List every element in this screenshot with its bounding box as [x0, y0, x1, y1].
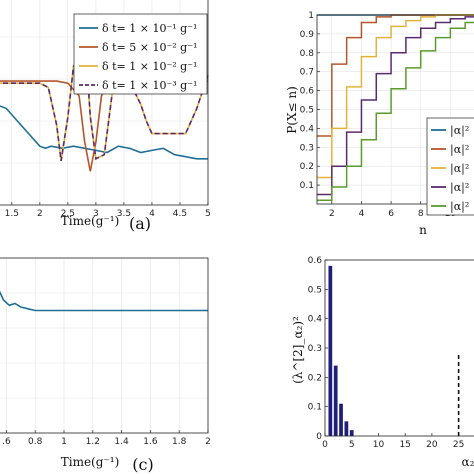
legend-entry: |α|² [450, 162, 469, 176]
y-tick-label: 0.5 [308, 285, 322, 295]
x-tick-label: 2 [37, 209, 43, 219]
x-tick-label: 0 [322, 440, 328, 450]
x-tick-label: 4.5 [173, 209, 187, 219]
series-line-4 [0, 51, 209, 162]
y-tick-label: 0.1 [308, 403, 322, 413]
plot-frame [316, 14, 474, 205]
x-tick-label: .6 [2, 437, 11, 447]
x-axis-label: n [419, 223, 427, 237]
series-line-2 [0, 80, 209, 172]
y-tick-label: 0 [316, 432, 322, 442]
step-series-5 [317, 21, 474, 201]
x-tick-label: 3.5 [117, 209, 131, 219]
panel-label: (a) [129, 214, 151, 233]
y-tick-label: 0.9 [300, 30, 315, 40]
y-tick-label: 0.3 [300, 143, 314, 153]
legend-entry: |α|² [450, 143, 469, 157]
bar [349, 430, 354, 436]
x-tick-label: 1.5 [5, 209, 19, 219]
bar [339, 403, 343, 436]
series-line-1 [0, 105, 208, 160]
x-tick-label: 6 [388, 209, 394, 219]
y-axis-label: (λ^[2]_α₂)² [291, 316, 305, 384]
x-tick-label: 1.6 [143, 437, 158, 447]
legend-entry: |α|² [450, 124, 469, 138]
y-tick-label: 0.4 [308, 315, 323, 325]
legend: δ t= 1 × 10⁻¹ g⁻¹ δ t= 5 × 10⁻² g⁻¹ δ t= 1… [73, 13, 208, 95]
y-axis-label: P(X≤ n) [285, 86, 299, 134]
x-tick-label: 2 [205, 437, 211, 447]
legend-entry: |α|² [450, 181, 469, 195]
plot-frame [0, 257, 209, 434]
y-tick-label: 0.7 [300, 68, 314, 78]
x-tick-label: 5 [205, 209, 211, 219]
bar [333, 365, 338, 436]
x-axis-label: Time(g⁻¹) [61, 214, 120, 228]
plot-frame [0, 0, 209, 206]
y-tick-label: 0.4 [300, 124, 315, 134]
x-tick-label: 20 [426, 440, 438, 450]
panel-a: 1.5 2 2.5 3 3.5 4 4.5 5 δ t= 1 × 10⁻¹ g⁻¹ δ t= 5 … [0, 0, 211, 233]
panel-label: (c) [132, 455, 153, 474]
panel-d: 0 5 10 15 20 25 0 0.1 0.2 0.3 0.4 0.5 0.6 (λ^[2]_α₂)²… [291, 256, 474, 469]
x-tick-label: 10 [373, 440, 385, 450]
x-tick-label: 4 [359, 209, 365, 219]
panel-c: .6 0.8 1 1.2 1.4 1.6 1.8 2 Time(g⁻¹) (c) [0, 257, 211, 474]
x-tick-label: 1.2 [86, 437, 100, 447]
step-series-4 [317, 16, 474, 196]
legend: |α|² |α|² |α|² |α|² |α|² [426, 117, 474, 216]
legend-entry: δ t= 1 × 10⁻³ g⁻¹ [102, 79, 197, 92]
x-tick-label: 15 [399, 440, 410, 450]
x-tick-label: 1.8 [172, 437, 187, 447]
y-tick-label: 0.2 [308, 373, 322, 383]
y-tick-label: 0.1 [300, 181, 314, 191]
bar [328, 265, 333, 436]
legend-entry: |α|² [450, 200, 469, 214]
series-line-1 [0, 290, 208, 312]
x-tick-label: 0.8 [28, 437, 43, 447]
legend-entry: δ t= 1 × 10⁻² g⁻¹ [102, 60, 197, 73]
x-axis-label: α₂ [462, 455, 474, 469]
y-tick-label: 0.6 [308, 256, 323, 266]
y-tick-label: 0.8 [300, 49, 315, 59]
x-tick-label: 3 [93, 209, 99, 219]
x-tick-label: 5 [349, 440, 355, 450]
x-tick-label: 2 [329, 209, 335, 219]
y-tick-label: 0.3 [308, 344, 322, 354]
x-axis-label: Time(g⁻¹) [61, 455, 120, 469]
plot-frame [324, 259, 474, 437]
panel-b: 2468100.10.20.30.40.50.60.70.80.91|α|²|α… [285, 11, 474, 237]
y-tick-label: 0.6 [300, 87, 315, 97]
y-tick-label: 1 [308, 11, 314, 21]
x-tick-label: 2.5 [61, 209, 75, 219]
y-tick-label: 0.5 [300, 106, 314, 116]
x-tick-label: 25 [453, 440, 464, 450]
legend-box [426, 117, 474, 216]
x-tick-label: 4 [149, 209, 155, 219]
x-tick-label: 8 [418, 209, 424, 219]
x-tick-label: 1 [61, 437, 67, 447]
bar [344, 421, 349, 436]
legend-entry: δ t= 5 × 10⁻² g⁻¹ [102, 41, 197, 54]
x-tick-label: 1.4 [114, 437, 129, 447]
y-tick-label: 0.2 [300, 162, 314, 172]
legend-entry: δ t= 1 × 10⁻¹ g⁻¹ [102, 22, 197, 35]
